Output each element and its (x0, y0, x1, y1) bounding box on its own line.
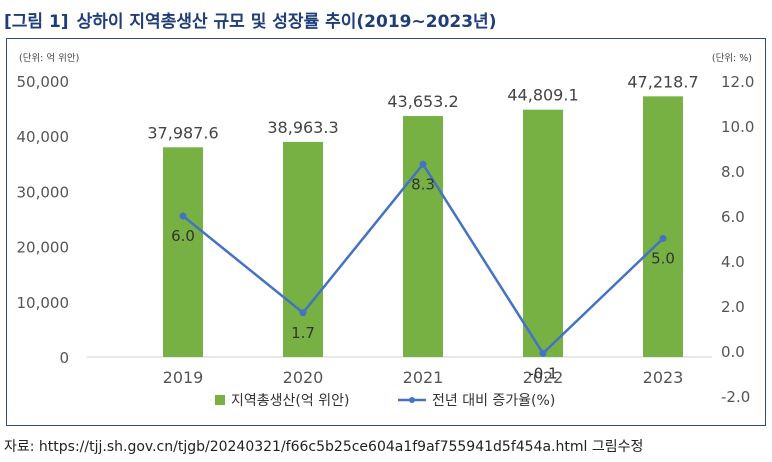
bar (163, 147, 203, 357)
x-axis-tick-label: 2019 (163, 368, 204, 387)
figure-title-row: [그림 1] 상하이 지역총생산 규모 및 성장률 추이(2019~2023년) (4, 6, 496, 32)
x-axis-tick-label: 2022 (523, 368, 564, 387)
bar-value-label: 47,218.7 (627, 72, 698, 91)
left-unit-label: (단위: 억 위안) (19, 52, 79, 64)
bar (283, 141, 323, 357)
bar-value-label: 37,987.6 (147, 123, 218, 142)
growth-rate-label: 5.0 (651, 250, 675, 268)
legend-line-marker (409, 397, 415, 403)
figure-label: [그림 1] (4, 11, 69, 32)
growth-rate-point (179, 212, 187, 220)
bar-value-label: 38,963.3 (267, 118, 338, 137)
right-axis-tick-label: 0.0 (721, 343, 745, 361)
combo-chart: (단위: 억 위안) (단위: %) 0 10,000 20,000 30,000 40,0… (17, 52, 755, 409)
x-axis-tick-label: 2020 (283, 368, 324, 387)
figure-title: 상하이 지역총생산 규모 및 성장률 추이(2019~2023년) (76, 11, 497, 32)
x-axis-tick-label: 2023 (643, 368, 684, 387)
x-axis-tick-label: 2021 (403, 368, 444, 387)
bar (523, 109, 563, 357)
bar (643, 96, 683, 357)
bar (403, 116, 443, 357)
right-axis-tick-label: 12.0 (721, 73, 754, 91)
right-axis-tick-label: 6.0 (721, 208, 745, 226)
legend-bar-label: 지역총생산(억 위안) (231, 393, 349, 409)
left-axis-tick-label: 40,000 (17, 128, 70, 146)
growth-rate-label: 6.0 (171, 227, 195, 245)
bar-value-label: 44,809.1 (507, 86, 578, 105)
right-unit-label: (단위: %) (712, 52, 752, 64)
left-axis-tick-label: 10,000 (17, 294, 70, 312)
right-axis-tick-label: -2.0 (721, 388, 750, 406)
left-axis-tick-label: 20,000 (17, 239, 70, 257)
bar-value-label: 43,653.2 (387, 92, 458, 111)
growth-rate-point (539, 349, 547, 357)
source-note: 자료: https://tjj.sh.gov.cn/tjgb/20240321/… (4, 439, 644, 455)
chart-frame: (단위: 억 위안) (단위: %) 0 10,000 20,000 30,000 40,0… (6, 38, 766, 426)
legend-line-label: 전년 대비 증가율(%) (432, 393, 555, 409)
right-axis-tick-label: 4.0 (721, 253, 745, 271)
legend-bar-swatch (215, 395, 225, 405)
left-axis-tick-label: 30,000 (17, 183, 70, 201)
growth-rate-point (659, 235, 667, 242)
growth-rate-point (299, 309, 307, 317)
growth-rate-label: 1.7 (291, 324, 315, 342)
right-axis-tick-label: 8.0 (721, 163, 745, 181)
right-axis-tick-label: 2.0 (721, 298, 745, 316)
left-axis-tick-label: 0 (59, 349, 69, 367)
growth-rate-point (419, 160, 427, 168)
growth-rate-label: -0.1 (528, 364, 557, 382)
growth-rate-label: 8.3 (411, 175, 435, 193)
left-axis-tick-label: 50,000 (17, 73, 70, 91)
right-axis-tick-label: 10.0 (721, 118, 754, 136)
